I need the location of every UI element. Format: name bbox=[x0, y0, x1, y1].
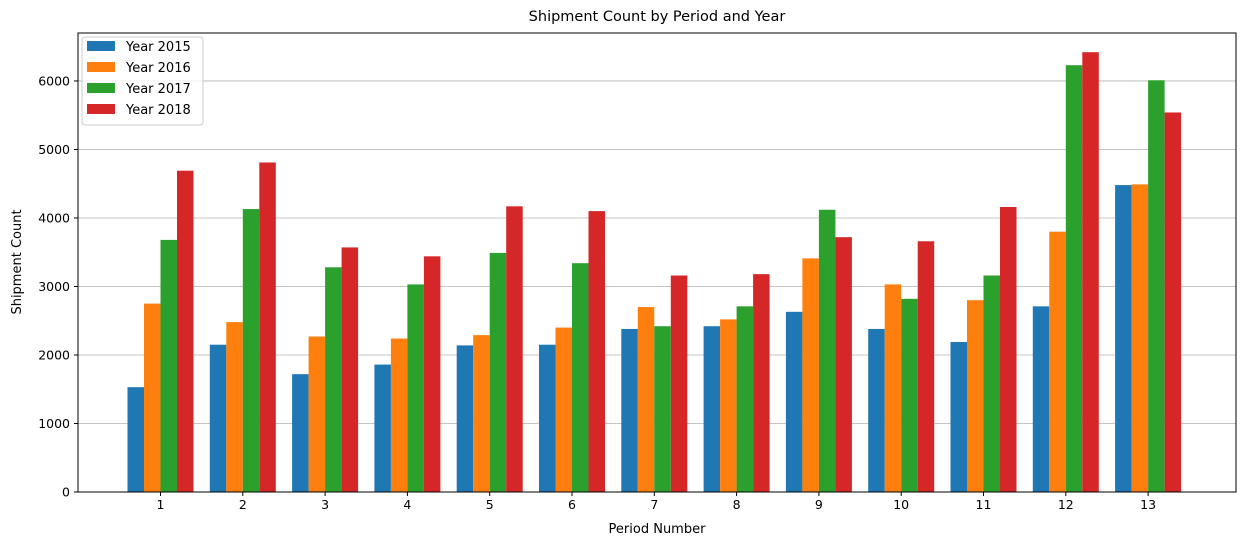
bar bbox=[423, 256, 441, 492]
y-tick-label: 0 bbox=[62, 485, 70, 500]
bar bbox=[390, 338, 408, 492]
bar bbox=[489, 252, 507, 492]
x-tick-label: 7 bbox=[650, 497, 658, 512]
x-tick-label: 4 bbox=[403, 497, 411, 512]
legend: Year 2015 Year 2016 Year 2017 Year 2018 bbox=[81, 36, 204, 126]
bar bbox=[341, 247, 359, 492]
bar bbox=[407, 284, 424, 492]
bar bbox=[292, 374, 309, 492]
bar bbox=[1049, 231, 1066, 493]
bar bbox=[868, 328, 885, 492]
bar bbox=[177, 170, 194, 492]
x-tick-label: 2 bbox=[239, 497, 247, 512]
bar bbox=[1131, 184, 1149, 492]
bar bbox=[226, 322, 243, 492]
x-tick-label: 6 bbox=[568, 497, 576, 512]
legend-swatch bbox=[87, 41, 115, 51]
bar bbox=[242, 209, 260, 492]
x-tick-label: 3 bbox=[321, 497, 329, 512]
bar bbox=[835, 237, 852, 492]
bar bbox=[1032, 306, 1050, 492]
bar bbox=[720, 319, 737, 492]
x-tick-label: 11 bbox=[976, 497, 992, 512]
bar bbox=[259, 162, 276, 492]
x-axis-ticks: 1 2 3 4 5 6 7 8 9 10 11 12 13 bbox=[157, 492, 1156, 512]
bar bbox=[1000, 207, 1017, 492]
y-tick-label: 6000 bbox=[38, 73, 70, 88]
bar bbox=[588, 211, 605, 493]
bar bbox=[736, 306, 754, 492]
bar bbox=[753, 274, 770, 492]
bar bbox=[703, 326, 721, 492]
bar bbox=[637, 307, 655, 492]
bar bbox=[670, 275, 688, 492]
bar bbox=[374, 364, 391, 492]
y-tick-label: 2000 bbox=[38, 347, 70, 362]
y-axis-label: Shipment Count bbox=[10, 209, 25, 314]
bar bbox=[1115, 185, 1132, 493]
bar bbox=[884, 284, 902, 492]
x-tick-label: 12 bbox=[1058, 497, 1074, 512]
x-tick-label: 5 bbox=[486, 497, 494, 512]
bars bbox=[127, 52, 1182, 493]
plot-frame bbox=[77, 32, 1237, 493]
bar bbox=[785, 311, 803, 492]
bar bbox=[1148, 80, 1165, 493]
bar bbox=[209, 344, 227, 492]
x-tick-label: 13 bbox=[1140, 497, 1156, 512]
bar bbox=[983, 275, 1000, 492]
bar bbox=[473, 335, 490, 492]
y-tick-label: 3000 bbox=[38, 279, 70, 294]
x-tick-label: 9 bbox=[815, 497, 823, 512]
legend-label: Year 2017 bbox=[125, 82, 191, 97]
y-tick-label: 1000 bbox=[38, 416, 70, 431]
bar bbox=[621, 328, 638, 492]
y-axis-ticks: 0 1000 2000 3000 4000 5000 6000 bbox=[38, 73, 78, 500]
legend-label: Year 2015 bbox=[125, 40, 191, 55]
bar bbox=[802, 258, 819, 492]
bar bbox=[967, 300, 984, 492]
bar bbox=[901, 298, 918, 492]
bar bbox=[1082, 52, 1099, 492]
legend-box bbox=[81, 36, 204, 126]
legend-swatch bbox=[87, 62, 115, 72]
bar bbox=[572, 263, 589, 492]
bar bbox=[308, 336, 326, 492]
bar bbox=[1065, 65, 1083, 492]
x-tick-label: 8 bbox=[733, 497, 741, 512]
bar bbox=[1164, 112, 1182, 492]
y-tick-label: 5000 bbox=[38, 142, 70, 157]
bar bbox=[917, 241, 935, 492]
bar bbox=[555, 327, 572, 492]
legend-swatch bbox=[87, 83, 115, 93]
bar bbox=[144, 303, 161, 492]
legend-swatch bbox=[87, 104, 115, 114]
bar bbox=[127, 387, 144, 492]
legend-label: Year 2016 bbox=[125, 61, 191, 76]
y-tick-label: 4000 bbox=[38, 210, 70, 225]
bar bbox=[160, 239, 177, 492]
x-tick-label: 10 bbox=[893, 497, 909, 512]
bar bbox=[654, 326, 671, 492]
bar bbox=[456, 345, 474, 492]
x-tick-label: 1 bbox=[157, 497, 165, 512]
bar bbox=[818, 209, 836, 492]
bar bbox=[506, 206, 523, 492]
bar bbox=[950, 341, 967, 492]
chart-title: Shipment Count by Period and Year bbox=[529, 9, 786, 25]
bar bbox=[539, 344, 556, 492]
bar bbox=[325, 267, 342, 492]
legend-label: Year 2018 bbox=[125, 103, 191, 118]
x-axis-label: Period Number bbox=[609, 522, 707, 537]
